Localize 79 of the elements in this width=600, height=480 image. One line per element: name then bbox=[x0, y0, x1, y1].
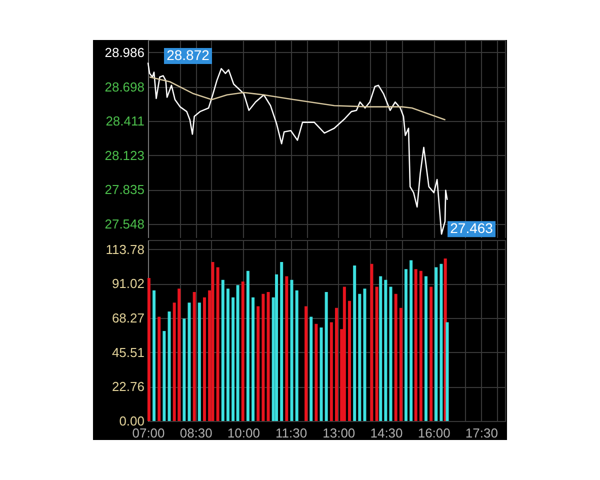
x-tick-label: 10:00 bbox=[227, 426, 260, 440]
bar bbox=[424, 276, 428, 421]
y-tick-label: 22.76 bbox=[112, 379, 144, 394]
bar bbox=[147, 278, 150, 421]
bar bbox=[162, 330, 166, 421]
bar bbox=[310, 316, 313, 421]
bar bbox=[348, 300, 352, 421]
x-tick-label: 07:00 bbox=[132, 426, 165, 440]
bar bbox=[440, 264, 443, 421]
bar bbox=[152, 290, 156, 421]
line-series bbox=[147, 62, 448, 235]
bar bbox=[226, 288, 230, 421]
bar bbox=[266, 292, 270, 421]
y-tick-label: 27.548 bbox=[104, 216, 144, 232]
bar bbox=[158, 316, 161, 421]
bar bbox=[290, 280, 294, 421]
bar bbox=[275, 274, 278, 421]
y-tick-label: 113.78 bbox=[106, 242, 144, 257]
bar bbox=[358, 294, 362, 421]
bar bbox=[320, 327, 323, 421]
y-tick-label: 28.123 bbox=[104, 148, 144, 163]
bar bbox=[430, 286, 433, 421]
bar bbox=[168, 311, 171, 421]
x-tick-label: 16:00 bbox=[418, 426, 450, 440]
x-tick-label: 11:30 bbox=[276, 426, 308, 440]
bar bbox=[182, 318, 186, 421]
bar bbox=[304, 306, 308, 421]
bar bbox=[330, 322, 333, 421]
bar bbox=[334, 308, 338, 421]
bar bbox=[280, 262, 284, 421]
bar bbox=[379, 276, 382, 421]
bar bbox=[410, 260, 413, 421]
bar bbox=[342, 286, 346, 421]
x-tick-label: 08:30 bbox=[180, 426, 212, 440]
bar bbox=[295, 290, 298, 421]
bar bbox=[285, 276, 288, 421]
bar bbox=[241, 281, 244, 421]
bar bbox=[202, 297, 206, 421]
x-tick-label: 13:00 bbox=[322, 426, 356, 440]
bar bbox=[256, 306, 260, 421]
y-tick-label: 28.411 bbox=[106, 113, 144, 128]
bar bbox=[384, 280, 388, 421]
x-tick-label: 17:30 bbox=[465, 426, 498, 440]
bar bbox=[192, 292, 196, 421]
bar bbox=[252, 297, 255, 421]
bar bbox=[232, 297, 235, 421]
bar bbox=[375, 286, 378, 421]
bar bbox=[353, 265, 356, 421]
bar bbox=[246, 270, 250, 421]
bar bbox=[399, 308, 402, 421]
bar bbox=[414, 269, 418, 421]
bar bbox=[446, 322, 449, 421]
y-tick-label: 27.835 bbox=[104, 182, 144, 198]
line-series bbox=[148, 76, 446, 121]
bar bbox=[198, 302, 201, 421]
bar bbox=[370, 264, 374, 421]
x-tick-label: 14:30 bbox=[370, 426, 403, 440]
bar bbox=[363, 288, 366, 421]
y-tick-label: 68.27 bbox=[112, 310, 144, 326]
bar bbox=[314, 324, 318, 421]
annotation: 28.872 bbox=[166, 47, 210, 63]
bar bbox=[216, 267, 220, 421]
bar bbox=[404, 269, 408, 421]
bar bbox=[389, 286, 392, 421]
annotation: 27.463 bbox=[450, 220, 494, 236]
bar bbox=[236, 285, 240, 421]
y-tick-label: 28.698 bbox=[104, 79, 144, 94]
bar bbox=[394, 294, 398, 421]
bar bbox=[324, 292, 328, 421]
bar bbox=[188, 302, 191, 421]
y-tick-label: 0.00 bbox=[119, 414, 144, 428]
bar bbox=[434, 267, 438, 421]
y-tick-label: 45.51 bbox=[112, 344, 144, 360]
bar bbox=[419, 270, 422, 421]
y-tick-label: 91.02 bbox=[112, 276, 144, 292]
y-tick-label: 28.986 bbox=[104, 44, 144, 60]
bar bbox=[262, 294, 265, 421]
bar bbox=[221, 280, 224, 421]
bar bbox=[211, 262, 214, 421]
